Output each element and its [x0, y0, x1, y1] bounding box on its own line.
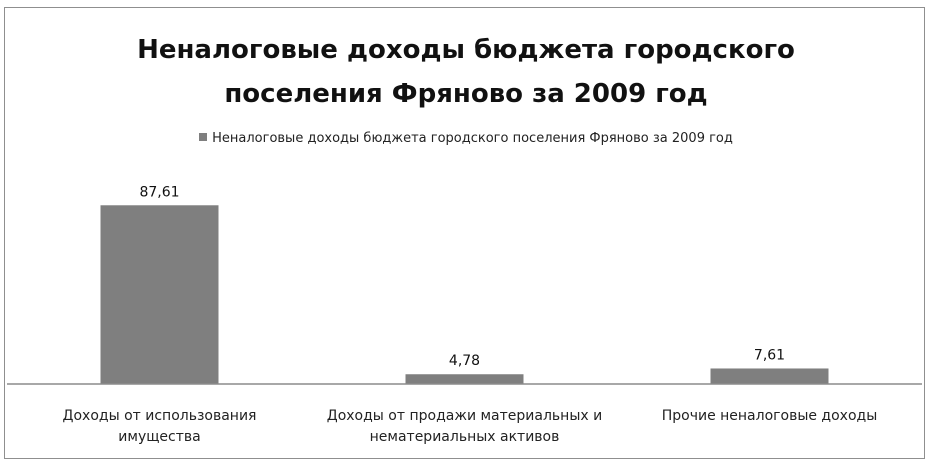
bars-layer — [100, 205, 829, 384]
value-labels-layer: 87,61 4,78 7,61 — [139, 184, 785, 369]
bar-1 — [100, 205, 219, 384]
chart-title-line-2: поселения Фряново за 2009 год — [224, 79, 708, 109]
top-cropped-strip — [0, 0, 932, 7]
data-label-1: 87,61 — [139, 184, 179, 200]
legend-label: Неналоговые доходы бюджета городского по… — [212, 131, 733, 146]
category-label-2-line-2: нематериальных активов — [369, 429, 560, 445]
category-label-1: Доходы от использования имущества — [20, 406, 300, 448]
category-label-1-line-1: Доходы от использования — [62, 408, 257, 424]
category-label-3: Прочие неналоговые доходы — [630, 406, 910, 427]
data-label-3: 7,61 — [754, 347, 785, 363]
category-label-3-line-1: Прочие неналоговые доходы — [661, 408, 878, 424]
category-label-1-line-2: имущества — [118, 429, 201, 445]
category-label-2: Доходы от продажи материальных и нематери… — [325, 406, 605, 448]
chart-legend: Неналоговые доходы бюджета городского по… — [0, 131, 932, 146]
legend-swatch — [199, 133, 208, 141]
chart-title-line-1: Неналоговые доходы бюджета городского — [137, 35, 795, 65]
bar-2 — [405, 374, 524, 384]
data-label-2: 4,78 — [449, 353, 480, 369]
category-label-2-line-1: Доходы от продажи материальных и — [326, 408, 603, 424]
bar-3 — [710, 368, 829, 384]
